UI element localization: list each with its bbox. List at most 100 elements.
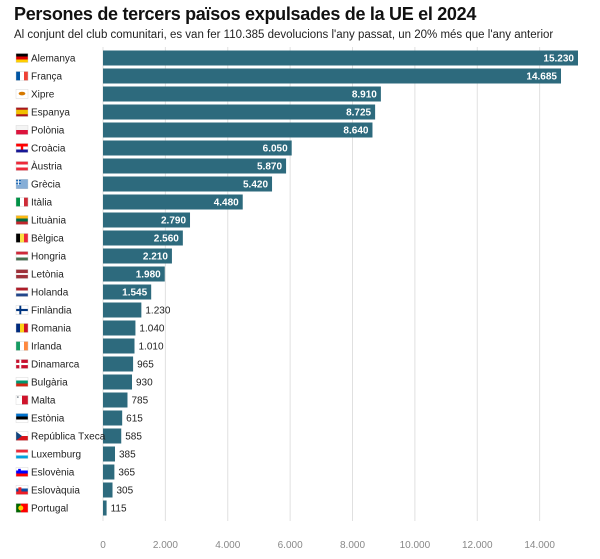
category-label: Hongria xyxy=(31,252,66,263)
category-label: Alemanya xyxy=(31,54,76,65)
bar-value-label: 4.480 xyxy=(214,198,239,209)
flag-mt-icon xyxy=(15,395,29,405)
chart-title: Persones de tercers països expulsades de… xyxy=(14,4,477,24)
bar xyxy=(103,356,134,372)
bar-value-label: 2.210 xyxy=(143,252,168,263)
x-tick-label: 12.000 xyxy=(462,540,493,551)
bar xyxy=(103,194,243,210)
bar xyxy=(103,338,135,354)
flag-ro-icon xyxy=(15,323,29,333)
flag-dk-icon xyxy=(15,359,29,369)
category-label: Romania xyxy=(31,324,71,335)
category-label: Lituània xyxy=(31,216,66,227)
bar-value-label: 930 xyxy=(136,378,153,389)
x-tick-label: 4.000 xyxy=(215,540,240,551)
category-label: Xipre xyxy=(31,90,55,101)
bar xyxy=(103,482,113,498)
x-tick-label: 6.000 xyxy=(278,540,303,551)
x-tick-label: 8.000 xyxy=(340,540,365,551)
bar xyxy=(103,68,562,84)
bar xyxy=(103,158,287,174)
bar-value-label: 1.230 xyxy=(145,306,170,317)
flag-be-icon xyxy=(15,233,29,243)
category-label: Àustria xyxy=(31,160,63,173)
bar-value-label: 365 xyxy=(118,468,135,479)
bar xyxy=(103,212,191,228)
category-label: Luxemburg xyxy=(31,450,81,461)
category-label: Finlàndia xyxy=(31,306,72,317)
category-label: Dinamarca xyxy=(31,360,80,371)
x-tick-label: 0 xyxy=(100,540,106,551)
bar xyxy=(103,266,165,282)
bar xyxy=(103,140,292,156)
flag-bg-icon xyxy=(15,377,29,387)
category-label: Polònia xyxy=(31,126,65,137)
flag-it-icon xyxy=(15,197,29,207)
category-label: República Txeca xyxy=(31,432,106,443)
category-label: Croàcia xyxy=(31,144,66,155)
flag-nl-icon xyxy=(15,287,29,297)
flag-pt-icon xyxy=(15,503,29,513)
x-tick-label: 10.000 xyxy=(400,540,431,551)
category-label: Bèlgica xyxy=(31,234,64,245)
bar xyxy=(103,248,172,264)
flag-ie-icon xyxy=(15,341,29,351)
flag-es-icon xyxy=(15,107,29,117)
flag-fr-icon xyxy=(15,71,29,81)
category-label: Grècia xyxy=(31,180,61,191)
bar xyxy=(103,104,376,120)
flag-lt-icon xyxy=(15,215,29,225)
bar-value-label: 14.685 xyxy=(526,72,557,83)
category-label: Bulgària xyxy=(31,378,68,389)
bar-value-label: 305 xyxy=(117,486,134,497)
flag-fi-icon xyxy=(15,305,29,315)
flag-ee-icon xyxy=(15,413,29,423)
bar-value-label: 785 xyxy=(131,396,148,407)
bar xyxy=(103,86,381,102)
category-label: Eslovènia xyxy=(31,468,75,479)
bar xyxy=(103,176,273,192)
bar-value-label: 8.640 xyxy=(343,126,368,137)
bar-value-label: 8.910 xyxy=(352,90,377,101)
bar xyxy=(103,428,122,444)
labels-layer: 15.230 Alemanya 14.685 França 8.910 Xipre 8.72… xyxy=(15,53,574,515)
bar xyxy=(103,122,373,138)
bar xyxy=(103,284,152,300)
flag-hr-icon xyxy=(15,143,29,153)
flag-cy-icon xyxy=(15,89,29,99)
x-tick-label: 14.000 xyxy=(524,540,555,551)
flag-cz-icon xyxy=(15,431,29,441)
bar-value-label: 115 xyxy=(111,504,127,515)
category-label: Itàlia xyxy=(31,198,53,209)
bar xyxy=(103,320,136,336)
bar xyxy=(103,446,116,462)
bar xyxy=(103,230,183,246)
bar-value-label: 2.560 xyxy=(154,234,179,245)
bar-value-label: 1.010 xyxy=(139,342,164,353)
category-label: Malta xyxy=(31,396,56,407)
flag-lu-icon xyxy=(15,449,29,459)
x-tick-label: 2.000 xyxy=(153,540,178,551)
category-label: Estònia xyxy=(31,414,65,425)
category-label: Holanda xyxy=(31,288,69,299)
category-label: Irlanda xyxy=(31,342,62,353)
flag-sk-icon xyxy=(15,485,29,495)
bar-value-label: 1.040 xyxy=(139,324,164,335)
x-axis: 0 2.000 4.000 6.000 8.000 10.000 12.000 14.000 xyxy=(100,540,555,551)
bar-value-label: 1.980 xyxy=(136,270,161,281)
flag-de-icon xyxy=(15,53,29,63)
bar xyxy=(103,464,115,480)
category-label: França xyxy=(31,72,63,83)
category-label: Letònia xyxy=(31,270,64,281)
bar-value-label: 5.870 xyxy=(257,162,282,173)
chart-subtitle: Al conjunt del club comunitari, es van f… xyxy=(14,29,554,41)
bar-value-label: 585 xyxy=(125,432,142,443)
flag-si-icon xyxy=(15,467,29,477)
category-label: Portugal xyxy=(31,504,68,515)
bar-value-label: 8.725 xyxy=(346,108,371,119)
bar xyxy=(103,410,123,426)
flag-lv-icon xyxy=(15,269,29,279)
bars-layer xyxy=(103,50,578,516)
bar xyxy=(103,50,578,66)
